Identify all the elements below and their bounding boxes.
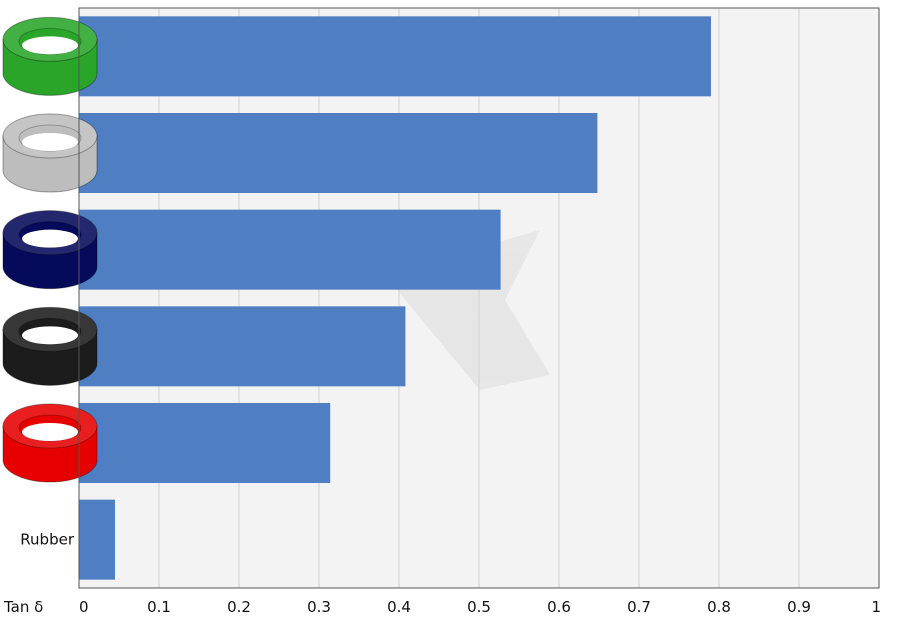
bar [79,113,598,193]
bar [79,403,331,483]
x-tick-label: 0.9 [787,598,811,616]
gray-ring-icon [2,113,98,193]
bar [79,306,406,387]
x-tick-label: 0.5 [467,598,491,616]
category-label: Rubber [20,531,75,549]
bar [79,499,115,580]
black-ring-icon [2,306,98,386]
x-tick-label: 0.3 [307,598,331,616]
x-tick-label: 0 [79,598,89,616]
plot-border [78,7,880,589]
x-tick-label: 0.6 [547,598,571,616]
x-axis-label: Tan δ [3,598,43,616]
x-tick-label: 0.7 [627,598,651,616]
x-tick-label: 0.4 [387,598,411,616]
bar [79,16,711,97]
x-tick-label: 0.1 [147,598,171,616]
bar [79,209,501,290]
x-tick-label: 0.2 [227,598,251,616]
navy-ring-icon [2,210,98,290]
x-tick-label: 1 [871,598,881,616]
green-ring-icon [2,16,98,96]
x-tick-label: 0.8 [707,598,731,616]
red-ring-icon [2,403,98,483]
